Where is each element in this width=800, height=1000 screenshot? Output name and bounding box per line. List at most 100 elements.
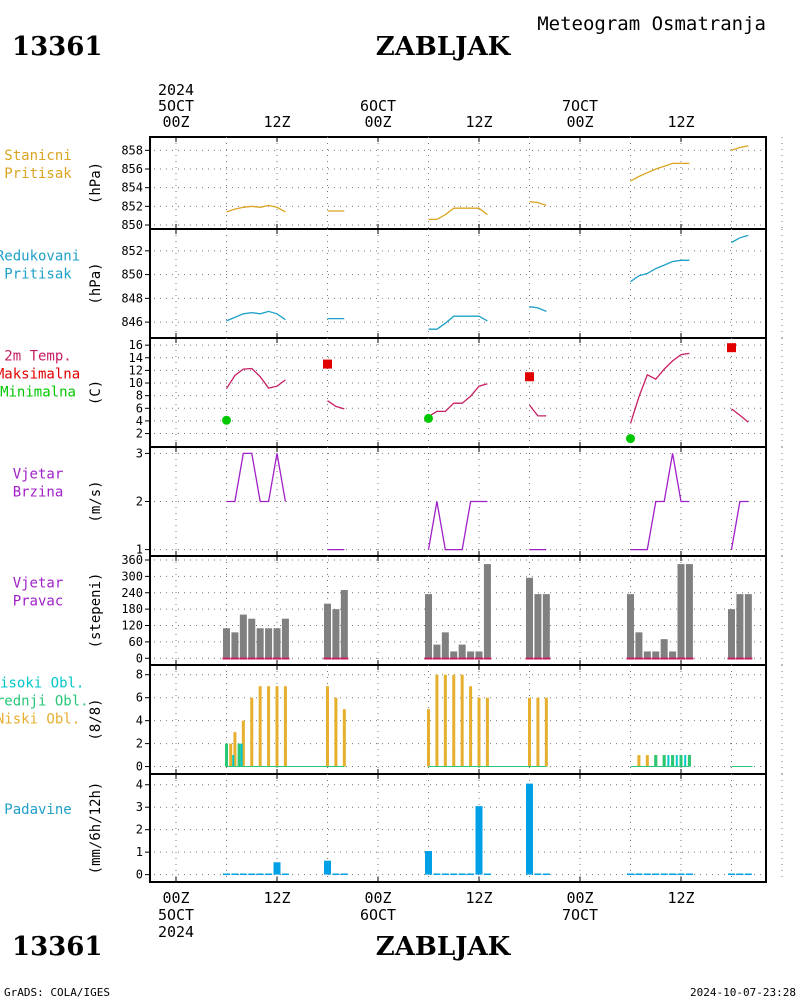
- precip-bar: [744, 873, 752, 876]
- panel-frame: [149, 228, 767, 339]
- unit-label: (C): [88, 380, 104, 405]
- series-line: [225, 367, 286, 390]
- panel-frame: [149, 136, 767, 230]
- wind-direction-bar: [677, 564, 685, 659]
- cloud-high-bar: [684, 755, 687, 767]
- series-line: [731, 408, 749, 423]
- y-tick-label: 120: [121, 619, 143, 633]
- precip-bar: [467, 873, 475, 876]
- y-tick-label: 3: [136, 800, 143, 814]
- precip-bar: [273, 862, 281, 875]
- y-tick-label: 1: [136, 845, 143, 859]
- wind-direction-bar: [239, 614, 247, 659]
- series-line: [730, 500, 749, 550]
- cloud-low-bar: [645, 755, 649, 767]
- cloud-low-bar: [485, 697, 489, 767]
- series-line: [630, 259, 690, 283]
- precip-bar: [433, 873, 441, 876]
- cloud-low-bar: [342, 709, 346, 767]
- bottom-year-label: 2024: [158, 923, 194, 941]
- tmin-marker: [626, 434, 635, 444]
- wind-direction-bar: [660, 639, 668, 659]
- tmax-marker: [323, 359, 332, 369]
- y-tick-label: 850: [121, 268, 143, 282]
- side-label: Vjetar: [13, 467, 64, 483]
- precip-bar: [248, 873, 256, 876]
- y-tick-label: 14: [129, 351, 143, 365]
- cloud-low-bar: [477, 697, 481, 767]
- y-tick-label: 12: [129, 363, 143, 377]
- tmax-marker: [525, 372, 534, 382]
- y-tick-label: 180: [121, 602, 143, 616]
- wind-direction-bar: [744, 594, 752, 659]
- y-tick-label: 10: [129, 376, 143, 390]
- cloud-low-bar: [469, 686, 473, 767]
- unit-label: (hPa): [88, 162, 104, 204]
- precip-bar: [677, 873, 685, 876]
- wind-direction-bar: [281, 618, 289, 659]
- side-label: Pritisak: [4, 267, 72, 283]
- cloud-mid-bar: [671, 755, 675, 767]
- panels: 850852854856858(hPa)StanicniPritisak8468…: [0, 136, 783, 883]
- cloud-low-bar: [544, 697, 548, 767]
- wind-direction-bar: [324, 603, 331, 659]
- wind-direction-bar: [736, 594, 744, 659]
- wind-direction-bar: [425, 594, 432, 659]
- tmin-marker: [424, 413, 433, 423]
- wind-direction-bar: [652, 651, 660, 659]
- y-tick-label: 1: [136, 543, 143, 557]
- y-tick-label: 856: [121, 162, 143, 176]
- y-tick-label: 846: [121, 315, 143, 329]
- y-tick-label: 360: [121, 553, 143, 567]
- precip-bar: [685, 873, 693, 876]
- precip-bar: [231, 873, 239, 876]
- series-line: [226, 310, 286, 322]
- timestamp-text: 2024-10-07-23:28: [690, 986, 796, 999]
- credit-text: GrADS: COLA/IGES: [4, 986, 110, 999]
- side-label: Minimalna: [0, 385, 76, 401]
- series-line: [428, 315, 488, 330]
- side-label: Redukovani: [0, 249, 80, 265]
- cloud-low-bar: [283, 686, 287, 767]
- top-day-label: 6OCT: [360, 97, 396, 115]
- series-line: [630, 453, 690, 551]
- y-tick-label: 0: [136, 760, 143, 774]
- cloud-low-bar: [435, 674, 439, 767]
- y-tick-label: 858: [121, 143, 143, 157]
- y-tick-label: 4: [136, 414, 143, 428]
- y-tick-label: 4: [136, 778, 143, 792]
- cloud-mid-bar: [225, 743, 228, 767]
- station-id: 13361: [12, 32, 102, 62]
- series-line: [327, 400, 345, 410]
- panel-frame: [149, 337, 767, 448]
- wind-direction-bar: [534, 594, 542, 659]
- series-line: [529, 306, 547, 312]
- series-line: [629, 352, 690, 424]
- y-tick-label: 2: [136, 427, 143, 441]
- panel-data: [226, 452, 749, 551]
- wind-direction-bar: [441, 632, 449, 659]
- panel-data: [226, 145, 749, 221]
- y-tick-label: 6: [136, 401, 143, 415]
- precip-bar: [475, 806, 483, 875]
- precip-bar: [223, 873, 230, 876]
- side-label: Pravac: [13, 594, 64, 610]
- bottom-time-label: 00Z: [364, 889, 391, 907]
- precip-bar: [643, 873, 651, 876]
- series-line: [226, 452, 287, 503]
- top-time-label: 12Z: [667, 113, 694, 131]
- top-time-label: 00Z: [364, 113, 391, 131]
- top-day-label: 7OCT: [562, 97, 598, 115]
- cloud-mid-bar: [662, 755, 666, 767]
- precip-bar: [627, 873, 634, 876]
- cloud-low-bar: [267, 686, 271, 767]
- station-name: ZABLJAK: [376, 32, 512, 62]
- cloud-low-bar: [528, 697, 531, 767]
- time-axis: 00Z5OCT202400Z5OCT202412Z12Z00Z6OCT00Z6O…: [158, 81, 695, 941]
- side-label: Padavine: [4, 802, 71, 818]
- precip-bar: [652, 873, 660, 876]
- side-label: Pritisak: [4, 166, 72, 182]
- cloud-mid-bar: [654, 755, 658, 767]
- cloud-high-bar: [240, 743, 243, 767]
- bottom-time-label: 12Z: [465, 889, 492, 907]
